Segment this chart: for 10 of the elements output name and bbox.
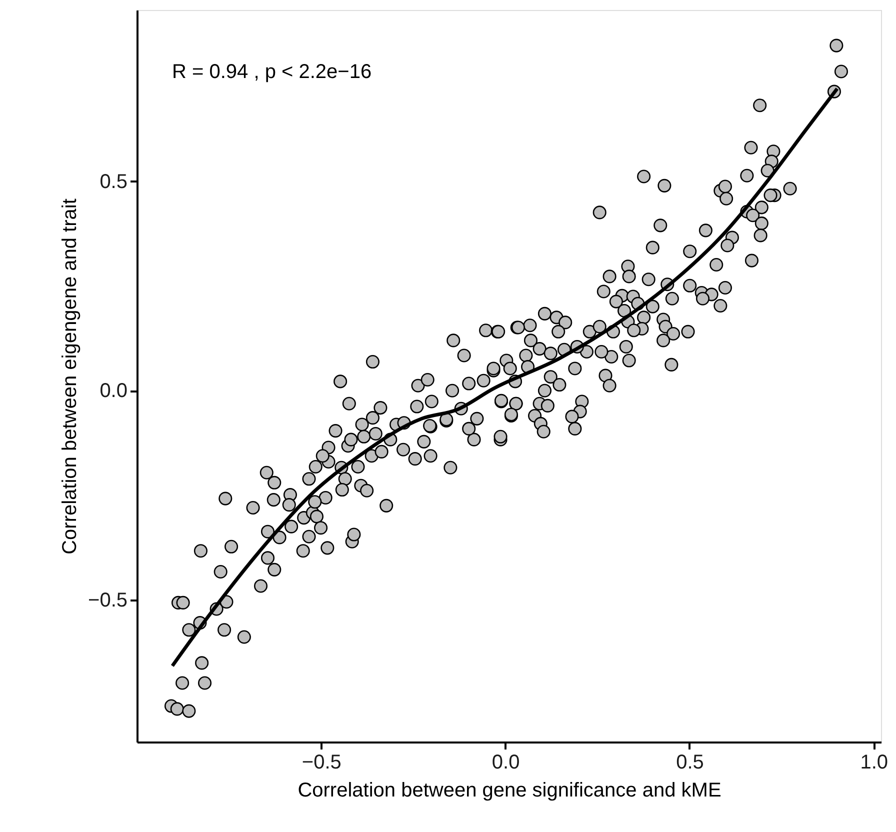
x-axis-title: Correlation between gene significance and kME — [298, 780, 722, 802]
x-tick-label: 0.0 — [492, 752, 520, 774]
x-tick-label: 1.0 — [860, 752, 888, 774]
annotation: R = 0.94 , p < 2.2e−16 — [172, 61, 372, 83]
y-tick-label: 0.5 — [100, 170, 128, 193]
y-axis-title: Correlation between eigengene and trait — [59, 198, 82, 554]
y-tick-label: −0.5 — [88, 589, 128, 612]
y-tick-label: 0.0 — [100, 380, 128, 402]
x-tick-label: 0.5 — [676, 752, 704, 774]
x-tick-label: −0.5 — [302, 752, 342, 774]
